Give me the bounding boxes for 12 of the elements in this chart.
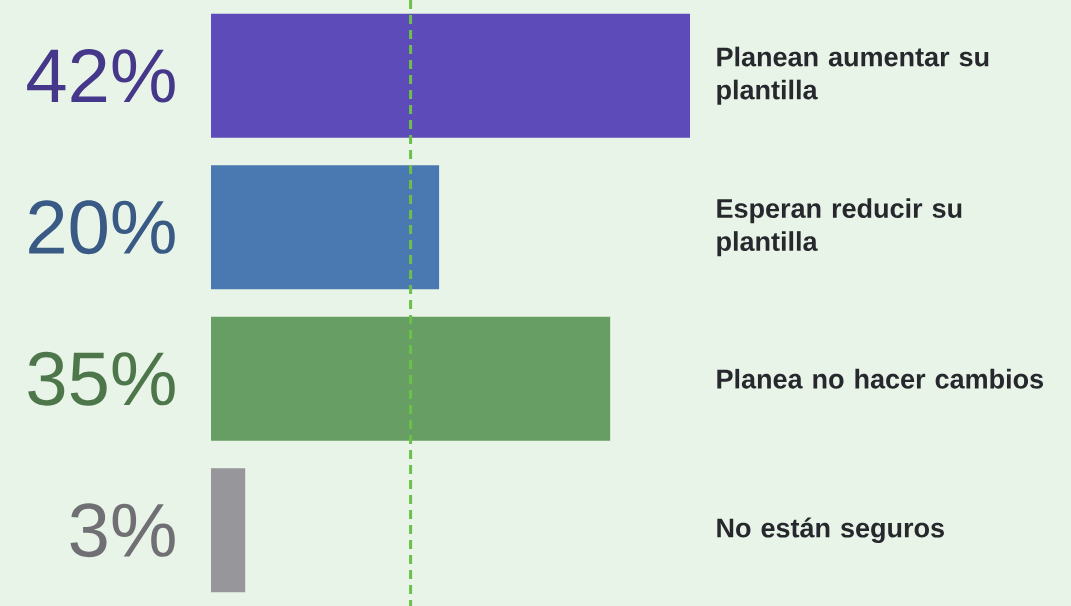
bar xyxy=(211,13,690,138)
bar xyxy=(211,165,440,290)
y-tick-label: No están seguros xyxy=(717,517,944,544)
y-tick-label: Planea no hacer cambios xyxy=(717,368,1044,389)
y-tick-label: Planean aumentar su plantilla xyxy=(717,46,989,105)
data-label: 3% xyxy=(70,503,175,558)
data-label: 42% xyxy=(27,49,175,103)
bar xyxy=(211,316,611,441)
data-label: 20% xyxy=(29,200,175,255)
bar xyxy=(211,468,246,593)
data-label: 35% xyxy=(28,351,175,406)
y-tick-label: Esperan reducir su plantilla xyxy=(717,198,962,257)
